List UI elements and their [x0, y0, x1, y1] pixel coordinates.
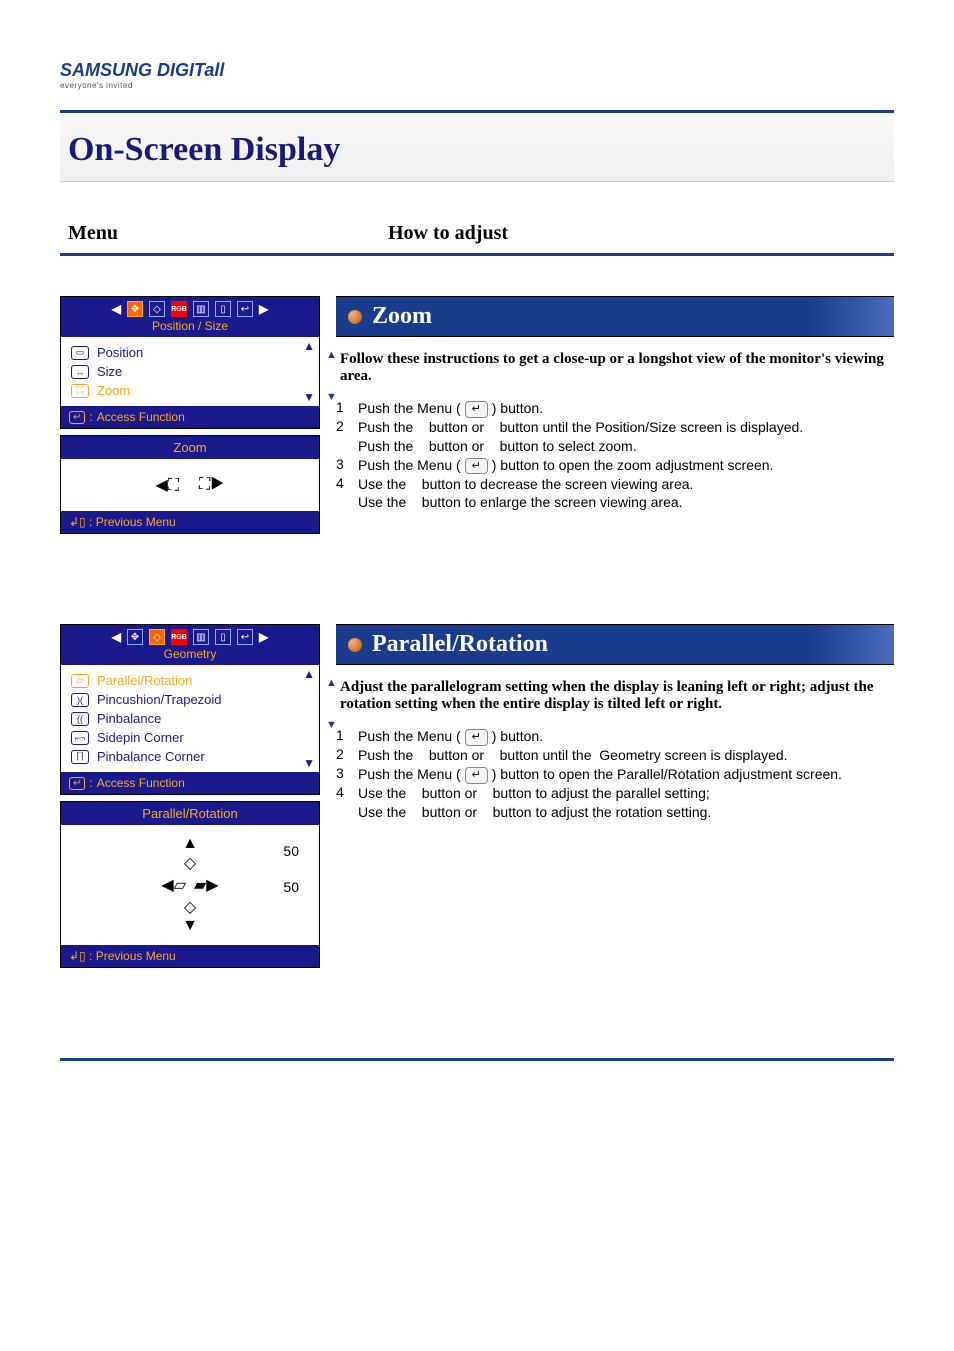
list-item: ⌐¬Sidepin Corner: [71, 728, 309, 747]
position-icon: ▭: [71, 346, 89, 360]
rgb-icon: RGB: [171, 629, 187, 645]
menu-header: Menu: [68, 222, 388, 245]
zoom-adjust-controls: ◀⛶ ⛶▶: [61, 459, 319, 511]
parallel-section-title: Parallel/Rotation: [336, 624, 894, 665]
pinbalance-icon: ((: [71, 712, 89, 726]
rgb-icon: RGB: [171, 301, 187, 317]
access-function-bar: ↵ : Access Function: [61, 772, 319, 794]
list-item: ▭Position: [71, 343, 309, 362]
brand-name: SAMSUNG DIGITall: [60, 60, 894, 81]
rotate-down-icon: ◇▼: [182, 897, 198, 935]
osd-category-label: Geometry: [61, 647, 319, 665]
left-arrow-icon: ◀: [112, 630, 121, 644]
parallel-osd-menu: ◀ ✥ ◇ RGB ▥ ▯ ↩ ▶ Geometry ▲ ▱Parallel/R…: [60, 624, 320, 795]
parallel-description: ▲ Adjust the parallelogram setting when …: [336, 679, 894, 713]
zoom-steps: 1Push the Menu ( ↵ ) button. 2Push the b…: [336, 399, 894, 512]
rotate-up-icon: ▲◇: [182, 835, 198, 873]
page-title-bar: On-Screen Display: [60, 110, 894, 182]
zoom-adjust-panel: Zoom ◀⛶ ⛶▶ ↲▯ : Previous Menu: [60, 435, 320, 534]
position-size-icon: ✥: [127, 629, 143, 645]
osd-icon-row: ◀ ✥ ◇ RGB ▥ ▯ ↩ ▶: [61, 297, 319, 319]
previous-menu-bar: ↲▯ : Previous Menu: [61, 511, 319, 533]
previous-menu-bar: ↲▯ : Previous Menu: [61, 945, 319, 967]
brand-tagline: everyone's invited: [60, 81, 894, 90]
exit-icon: ↩: [237, 301, 253, 317]
screen-icon: ▥: [193, 629, 209, 645]
scroll-up-icon: ▲: [303, 339, 315, 353]
list-item: )(Pincushion/Trapezoid: [71, 690, 309, 709]
list-item: ▱Parallel/Rotation: [71, 671, 309, 690]
parallel-adjust-title: Parallel/Rotation: [61, 802, 319, 825]
zoom-adjust-title: Zoom: [61, 436, 319, 459]
enter-button-icon: ↵: [465, 729, 488, 746]
scroll-down-icon: ▼: [303, 390, 315, 404]
list-item: ((Pinbalance: [71, 709, 309, 728]
enter-button-icon: ↵: [465, 767, 488, 784]
left-arrow-icon: ◀: [112, 302, 121, 316]
parallel-right-icon: ▰▶: [194, 875, 219, 895]
marker-up-icon: ▲: [326, 349, 337, 361]
parallel-adjust-controls: ▲◇ ◀▱ ▰▶ ◇▼ 50 50: [61, 825, 319, 945]
back-icon: ↲▯: [69, 949, 86, 963]
geometry-icon: ◇: [149, 629, 165, 645]
list-item: ↔Size: [71, 362, 309, 381]
pinbalance-corner-icon: ⌈⌉: [71, 750, 89, 764]
sidepin-icon: ⌐¬: [71, 731, 89, 745]
bullet-icon: [348, 310, 362, 324]
osd-category-label: Position / Size: [61, 319, 319, 337]
zoom-osd-menu: ◀ ✥ ◇ RGB ▥ ▯ ↩ ▶ Position / Size ▲ ▭Pos…: [60, 296, 320, 429]
scroll-down-icon: ▼: [303, 756, 315, 770]
parallel-adjust-panel: Parallel/Rotation ▲◇ ◀▱ ▰▶ ◇▼ 50 50: [60, 801, 320, 968]
enter-icon: ↵: [69, 411, 85, 424]
geometry-icon: ◇: [149, 301, 165, 317]
exit-icon: ↩: [237, 629, 253, 645]
zoom-section-title: Zoom: [336, 296, 894, 337]
osd-list: ▲ ▭Position ↔Size ⛶Zoom ▼: [61, 337, 319, 406]
list-item: ⛶Zoom: [71, 381, 309, 400]
enter-button-icon: ↵: [465, 458, 488, 475]
howto-header: How to adjust: [388, 222, 508, 245]
position-size-icon: ✥: [127, 301, 143, 317]
bullet-icon: [348, 638, 362, 652]
size-icon: ↔: [71, 365, 89, 379]
parallel-value: 50: [283, 843, 299, 859]
access-function-bar: ↵ : Access Function: [61, 406, 319, 428]
parallel-left-icon: ◀▱: [161, 875, 186, 895]
marker-down-icon: ▼: [326, 391, 337, 403]
parallel-steps: 1Push the Menu ( ↵ ) button. 2Push the b…: [336, 727, 894, 821]
scroll-up-icon: ▲: [303, 667, 315, 681]
zoom-out-icon: ◀⛶: [156, 475, 180, 495]
column-headers: Menu How to adjust: [60, 222, 894, 256]
list-item: ⌈⌉Pinbalance Corner: [71, 747, 309, 766]
marker-down-icon: ▼: [326, 719, 337, 731]
zoom-in-icon: ⛶▶: [199, 476, 224, 494]
marker-up-icon: ▲: [326, 677, 337, 689]
rotation-value: 50: [283, 879, 299, 895]
zoom-icon: ⛶: [71, 384, 89, 398]
zoom-description: ▲ Follow these instructions to get a clo…: [336, 351, 894, 385]
zoom-section: ◀ ✥ ◇ RGB ▥ ▯ ↩ ▶ Position / Size ▲ ▭Pos…: [60, 296, 894, 534]
parallel-icon: ▱: [71, 674, 89, 688]
back-icon: ↲▯: [69, 515, 86, 529]
advanced-icon: ▯: [215, 301, 231, 317]
enter-icon: ↵: [69, 777, 85, 790]
right-arrow-icon: ▶: [259, 630, 268, 644]
parallel-section: ◀ ✥ ◇ RGB ▥ ▯ ↩ ▶ Geometry ▲ ▱Parallel/R…: [60, 624, 894, 968]
brand-logo: SAMSUNG DIGITall everyone's invited: [60, 60, 894, 90]
pincushion-icon: )(: [71, 693, 89, 707]
right-arrow-icon: ▶: [259, 302, 268, 316]
osd-icon-row: ◀ ✥ ◇ RGB ▥ ▯ ↩ ▶: [61, 625, 319, 647]
screen-icon: ▥: [193, 301, 209, 317]
page-title: On-Screen Display: [68, 131, 894, 169]
enter-button-icon: ↵: [465, 401, 488, 418]
footer-divider: [60, 1058, 894, 1061]
osd-list: ▲ ▱Parallel/Rotation )(Pincushion/Trapez…: [61, 665, 319, 772]
advanced-icon: ▯: [215, 629, 231, 645]
